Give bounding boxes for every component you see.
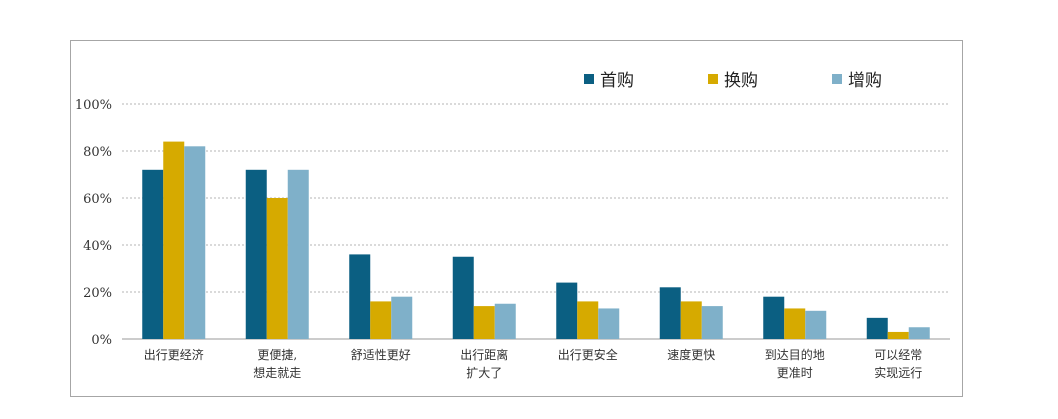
x-tick-label: 舒适性更好	[351, 348, 411, 362]
x-tick-label: 实现远行	[874, 365, 922, 380]
bar	[659, 287, 681, 339]
bar	[701, 306, 723, 339]
bar	[598, 308, 620, 339]
bar	[184, 146, 206, 339]
bar	[142, 169, 164, 339]
bar	[887, 331, 909, 339]
legend-swatch	[708, 73, 718, 84]
legend-label: 换购	[724, 71, 758, 91]
x-tick-label: 可以经常	[874, 348, 922, 362]
bar	[556, 282, 578, 339]
x-tick-label: 扩大了	[466, 366, 502, 380]
bar	[163, 141, 185, 339]
legend-swatch	[832, 73, 842, 84]
y-tick-label: 100%	[75, 98, 112, 113]
legend-label: 增购	[848, 71, 882, 91]
x-tick-label: 到达目的地	[765, 347, 825, 362]
bar	[452, 256, 474, 339]
bar	[266, 198, 288, 339]
bar	[680, 301, 702, 339]
bar	[784, 308, 806, 339]
bar	[908, 327, 930, 339]
x-tick-label: 更便捷,	[257, 348, 297, 362]
x-tick-label: 想走就走	[253, 365, 301, 380]
y-tick-label: 20%	[83, 286, 112, 301]
bar	[370, 301, 392, 339]
legend: 首购 换购 增购	[0, 66, 1058, 91]
bar	[805, 310, 827, 339]
legend-item-series-1: 首购	[584, 66, 634, 91]
bar	[866, 317, 888, 339]
bar	[391, 296, 413, 339]
legend-swatch	[584, 73, 594, 84]
y-tick-label: 40%	[83, 239, 112, 254]
legend-item-series-3: 增购	[832, 66, 882, 91]
x-tick-label: 出行距离	[460, 347, 508, 362]
bar	[287, 169, 309, 339]
bar	[763, 296, 785, 339]
bar	[245, 169, 267, 339]
y-tick-label: 0%	[91, 333, 112, 348]
x-tick-label: 更准时	[777, 366, 813, 380]
legend-item-series-2: 换购	[708, 66, 758, 91]
x-tick-label: 速度更快	[667, 347, 715, 362]
bar	[577, 301, 599, 339]
x-tick-label: 出行更安全	[558, 347, 618, 362]
y-tick-label: 80%	[83, 145, 112, 160]
y-tick-label: 60%	[83, 192, 112, 207]
bar	[349, 254, 371, 339]
bar	[473, 306, 495, 339]
x-tick-label: 出行更经济	[144, 347, 204, 362]
bar	[494, 303, 516, 339]
legend-label: 首购	[600, 71, 634, 91]
